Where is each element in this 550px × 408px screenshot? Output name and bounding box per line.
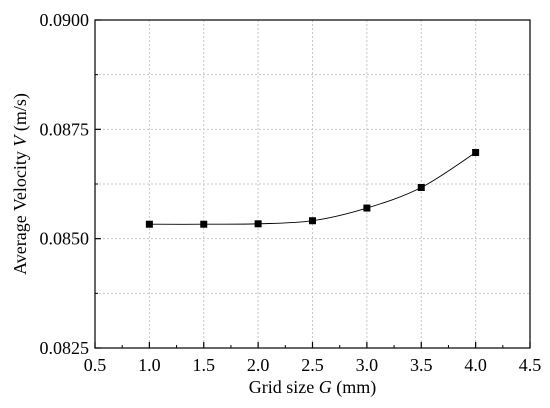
x-tick-label: 4.5 xyxy=(519,355,542,375)
data-point xyxy=(472,149,480,157)
y-axis-title: Average Velocity V (m/s) xyxy=(10,93,31,275)
x-axis-title: Grid size G (mm) xyxy=(249,377,376,398)
y-tick-label: 0.0850 xyxy=(40,229,90,249)
data-points xyxy=(145,149,480,228)
x-tick-label: 3.0 xyxy=(356,355,379,375)
x-tick-label: 1.0 xyxy=(138,355,161,375)
data-point xyxy=(145,220,153,228)
y-tick-label: 0.0825 xyxy=(40,338,90,358)
data-point xyxy=(363,204,371,212)
data-point xyxy=(200,220,208,228)
gridlines xyxy=(95,20,530,348)
x-tick-label: 2.0 xyxy=(247,355,270,375)
y-tick-label: 0.0875 xyxy=(40,119,90,139)
data-point xyxy=(417,183,425,191)
x-tick-label: 0.5 xyxy=(84,355,107,375)
x-tick-label: 1.5 xyxy=(193,355,216,375)
axis-ticks: 0.5 1.0 1.5 2.0 2.5 3.0 3.5 4.0 4.5 0.0825 0.0850 0… xyxy=(40,10,542,375)
data-point xyxy=(254,220,262,228)
x-tick-label: 2.5 xyxy=(301,355,324,375)
data-point xyxy=(309,217,316,225)
x-tick-label: 4.0 xyxy=(464,355,487,375)
y-tick-label: 0.0900 xyxy=(40,10,90,30)
x-tick-label: 3.5 xyxy=(410,355,433,375)
